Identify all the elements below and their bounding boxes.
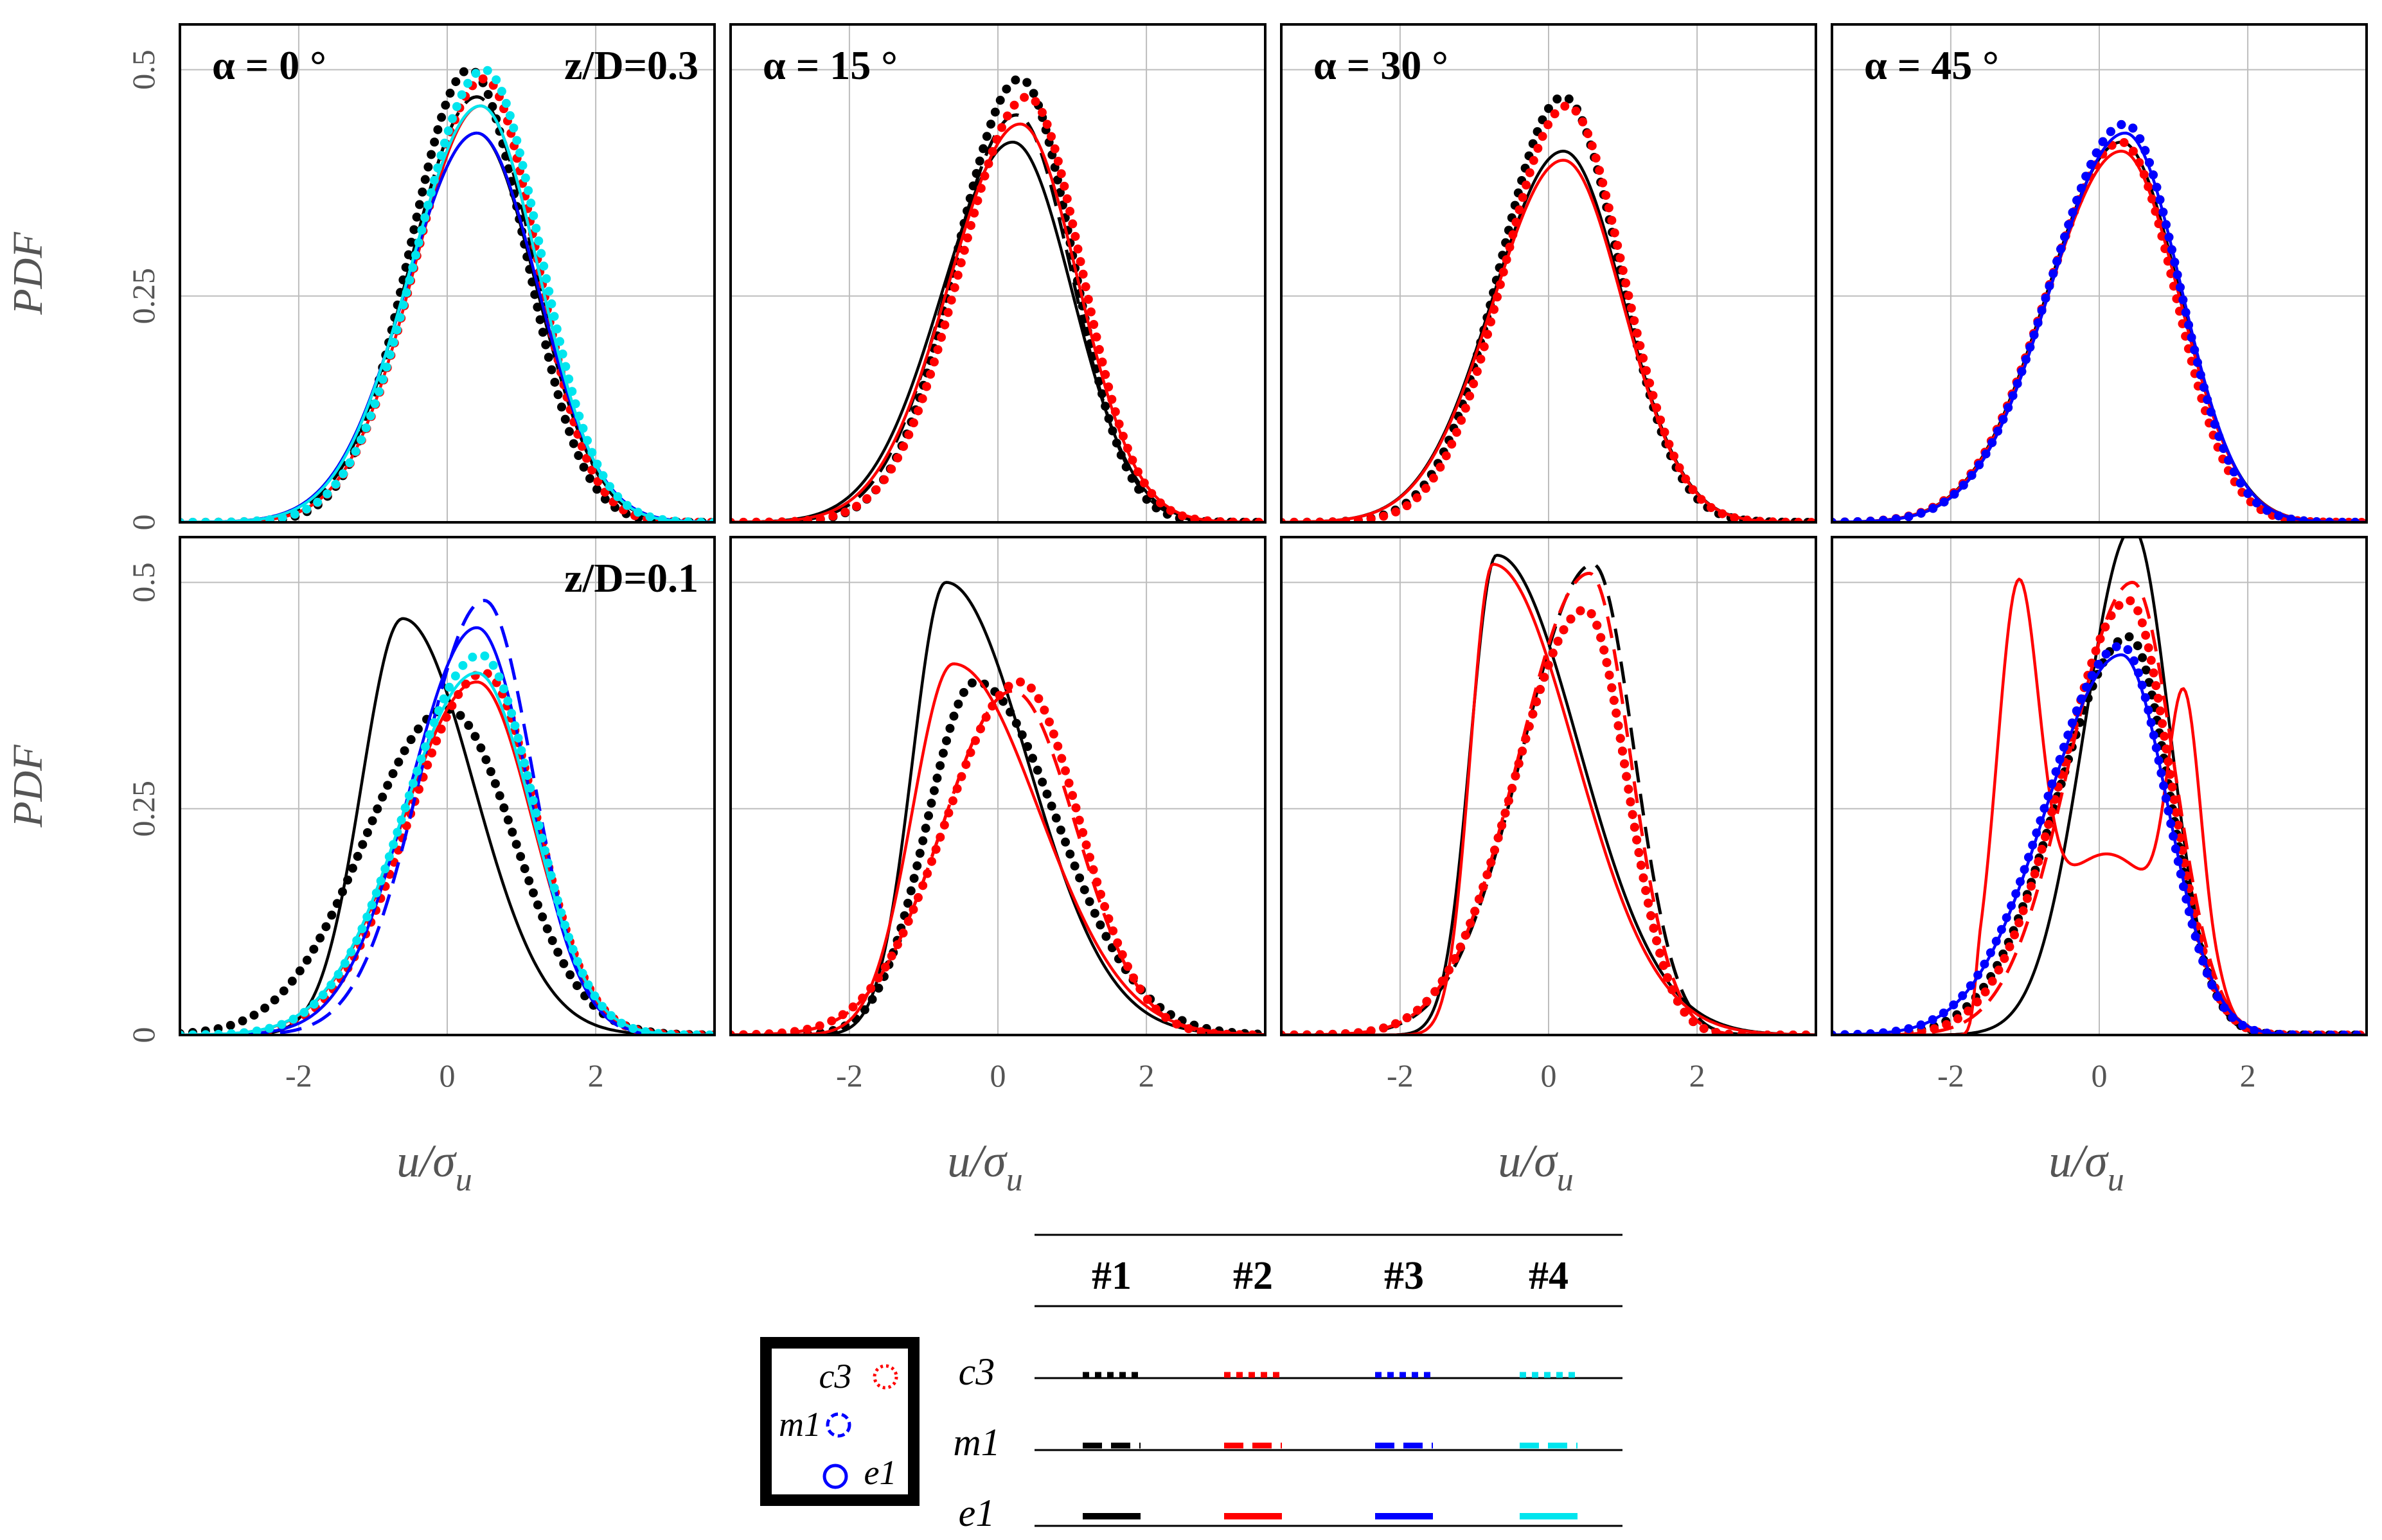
ytick-label: 0.25 [125, 781, 161, 837]
axes-frame [1280, 536, 1817, 1036]
legend-row-label: c3 [959, 1350, 995, 1393]
x-axis-label: u/σu [396, 1135, 472, 1198]
xtick-label: 2 [1139, 1058, 1155, 1093]
axes-frame [1831, 536, 2368, 1036]
ytick-label: 0 [125, 1027, 161, 1043]
panel-r1-c2: -2 0 2 u/σu [1280, 536, 1817, 1198]
xtick-label: 0 [1541, 1058, 1557, 1093]
alpha-annotation: α = 15 ° [763, 42, 898, 88]
panel-r1-c1: -2 0 2 u/σu [729, 536, 1267, 1198]
inset-label-c3: c3 [819, 1357, 852, 1395]
series-m1-#2 [1281, 571, 1816, 1035]
series-e1-#3 [1832, 131, 2367, 522]
xtick-label: -2 [1937, 1058, 1964, 1093]
xtick-label: 0 [2092, 1058, 2108, 1093]
y-axis-label: PDF [4, 745, 51, 828]
legend-header: #2 [1233, 1254, 1273, 1298]
x-axis-label: u/σu [2049, 1135, 2124, 1198]
series-c3-#2 [1281, 101, 1816, 522]
axes-frame [179, 23, 716, 524]
x-axis-label: u/σu [1498, 1135, 1574, 1198]
series-m1-#2 [731, 689, 1265, 1035]
series-e1-#4 [180, 671, 715, 1035]
panel-r0-c3: α = 45 ° [1831, 23, 2368, 524]
xtick-label: 0 [990, 1058, 1006, 1093]
xtick-label: 0 [440, 1058, 456, 1093]
panel-r0-c1: α = 15 ° [729, 23, 1267, 524]
ytick-label: 0.5 [125, 49, 161, 90]
inset-label-m1: m1 [779, 1405, 821, 1444]
xtick-label: 2 [588, 1058, 604, 1093]
axes-frame [1280, 23, 1817, 524]
legend-row-label: m1 [953, 1421, 1000, 1464]
series-c3-#2 [731, 92, 1265, 522]
legend-header: #4 [1529, 1254, 1569, 1298]
ytick-label: 0 [125, 515, 161, 531]
series-e1-#2 [1281, 563, 1816, 1035]
xtick-label: -2 [836, 1058, 863, 1093]
inset-marker-e1 [822, 1464, 848, 1489]
panel-r0-c2: α = 30 ° [1280, 23, 1817, 524]
axes-frame [1831, 23, 2368, 524]
inset-label-e1: e1 [864, 1453, 897, 1492]
axes-frame [179, 536, 716, 1036]
alpha-annotation: α = 0 ° [212, 42, 326, 88]
inset-marker-m1 [826, 1412, 851, 1438]
inset-square [760, 1337, 920, 1506]
ytick-label: 0.25 [125, 268, 161, 324]
axes-frame [729, 23, 1267, 524]
y-axis-label: PDF [4, 232, 51, 315]
series-e1-#2 [1281, 159, 1816, 522]
xtick-label: -2 [1387, 1058, 1414, 1093]
panels: 0 0.25 0.5 PDF α = 0 ° z/D=0.3 α = 15 ° α = 30 … [4, 23, 2368, 1198]
axes-frame [729, 536, 1267, 1036]
series-e1-#4 [180, 104, 715, 522]
series-e1-#1 [731, 140, 1265, 522]
ytick-label: 0.5 [125, 562, 161, 603]
alpha-annotation: α = 45 ° [1864, 42, 1999, 88]
xtick-label: 2 [2240, 1058, 2256, 1093]
legend-header: #1 [1092, 1254, 1132, 1298]
xtick-label: -2 [285, 1058, 312, 1093]
xtick-label: 2 [1689, 1058, 1705, 1093]
x-axis-label: u/σu [947, 1135, 1023, 1198]
inset-marker-c3 [873, 1364, 898, 1390]
panel-r0-c0: 0 0.25 0.5 PDF α = 0 ° z/D=0.3 [4, 23, 716, 531]
legend-header: #3 [1384, 1254, 1424, 1298]
panel-r1-c3: -2 0 2 u/σu [1831, 536, 2368, 1198]
legend: #1 #2 #3 #4 c3 m1 e1 c3 m1 e1 [760, 1234, 1622, 1534]
legend-row-label: e1 [959, 1492, 995, 1534]
zD-annotation: z/D=0.1 [564, 555, 698, 601]
cross-section-inset: c3 m1 e1 [760, 1337, 920, 1506]
zD-annotation: z/D=0.3 [564, 42, 698, 88]
series-e1-#2 [731, 122, 1265, 522]
panel-r1-c0: 0 0.25 0.5 PDF -2 0 2 u/σu z/D=0.1 [4, 536, 716, 1198]
alpha-annotation: α = 30 ° [1313, 42, 1448, 88]
